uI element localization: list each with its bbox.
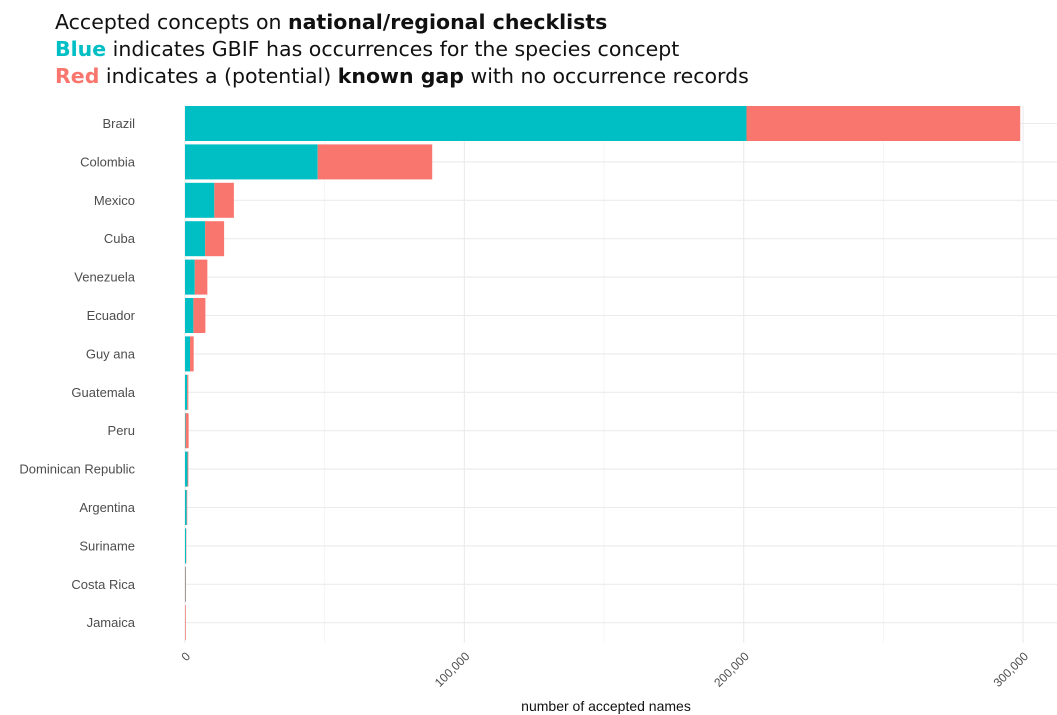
category-label: Jamaica: [87, 615, 136, 630]
title-blue-word: Blue: [55, 37, 107, 61]
category-label: Ecuador: [87, 308, 136, 323]
bar-layer: [185, 106, 1021, 641]
bar-with-occurrences-9: [185, 451, 188, 487]
bar-known-gap-3: [205, 221, 225, 257]
category-label: Brazil: [102, 116, 135, 131]
title-red-word: Red: [55, 64, 100, 88]
category-label: Suriname: [79, 538, 135, 553]
bar-with-occurrences-5: [185, 298, 194, 333]
x-tick-label: 100,000: [432, 649, 473, 690]
title-line-3-bold: known gap: [337, 64, 464, 88]
bar-known-gap-1: [317, 144, 433, 180]
grid-layer: [184, 106, 1057, 643]
bar-with-occurrences-4: [185, 259, 195, 295]
category-label: Dominican Republic: [19, 462, 135, 477]
title-line-1: Accepted concepts on national/regional c…: [55, 9, 749, 36]
bar-known-gap-10: [186, 490, 188, 525]
title-line-3-rest: with no occurrence records: [463, 64, 749, 88]
chart-title-block: Accepted concepts on national/regional c…: [55, 9, 749, 90]
bar-known-gap-6: [190, 336, 194, 372]
bar-with-occurrences-8: [185, 413, 186, 449]
category-label: Guatemala: [71, 385, 135, 400]
bar-known-gap-13: [185, 605, 186, 641]
category-label: Colombia: [80, 154, 136, 169]
bar-with-occurrences-0: [185, 106, 747, 141]
title-line-1-bold: national/regional checklists: [288, 10, 608, 34]
bar-with-occurrences-3: [185, 221, 206, 257]
bar-known-gap-12: [185, 566, 186, 602]
x-tick-label: 0: [178, 649, 193, 664]
bar-known-gap-2: [214, 182, 234, 218]
bar-known-gap-7: [187, 374, 189, 410]
category-label: Peru: [108, 423, 135, 438]
bar-known-gap-9: [187, 451, 189, 487]
x-tick-label: 200,000: [711, 649, 752, 690]
title-line-2: Blue indicates GBIF has occurrences for …: [55, 36, 749, 63]
bar-with-occurrences-10: [185, 490, 187, 525]
title-line-3-mid: indicates a (potential): [99, 64, 338, 88]
title-line-2-rest: indicates GBIF has occurrences for the s…: [106, 37, 680, 61]
x-tick-label: 300,000: [991, 649, 1032, 690]
bar-with-occurrences-1: [185, 144, 318, 180]
bar-with-occurrences-11: [185, 528, 187, 564]
title-line-1-prefix: Accepted concepts on: [55, 10, 288, 34]
x-axis-title: number of accepted names: [521, 698, 691, 714]
bar-known-gap-8: [185, 413, 189, 449]
bar-known-gap-5: [193, 298, 206, 333]
bar-with-occurrences-2: [185, 182, 215, 218]
label-layer: Brazil Colombia Mexico Cuba Venezuela Ecuador…: [19, 116, 1031, 690]
category-label: Venezuela: [74, 270, 135, 285]
category-label: Costa Rica: [71, 577, 135, 592]
category-label: Cuba: [104, 231, 136, 246]
category-label: Argentina: [79, 500, 135, 515]
category-label: Mexico: [94, 193, 135, 208]
bar-known-gap-4: [194, 259, 208, 295]
bar-with-occurrences-7: [185, 374, 188, 410]
category-label: Guy ana: [86, 346, 136, 361]
bar-known-gap-0: [746, 106, 1021, 141]
title-line-3: Red indicates a (potential) known gap wi…: [55, 63, 749, 90]
bar-with-occurrences-6: [185, 336, 191, 372]
